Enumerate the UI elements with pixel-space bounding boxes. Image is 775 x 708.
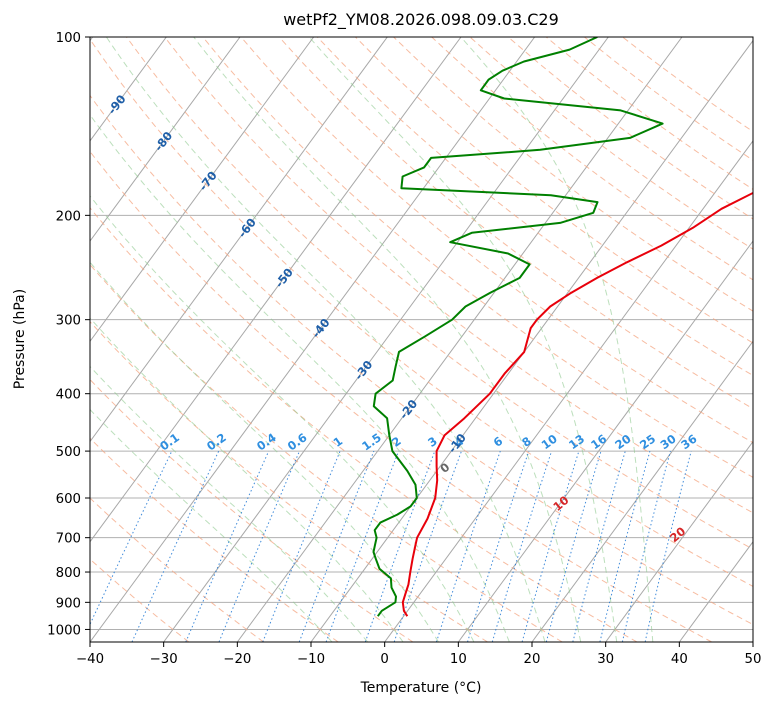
- dry-adiabat-line: [90, 150, 712, 642]
- y-axis: 100 200 300 400 500 600 700 800 900 1000: [47, 31, 90, 638]
- mixing-ratio-line: [298, 450, 375, 642]
- x-tick-label: 30: [597, 652, 614, 667]
- isotherm-line: [90, 37, 315, 343]
- isotherm-line: [236, 37, 683, 642]
- isotherm-line: [163, 37, 609, 642]
- isotherm-line: [90, 37, 388, 443]
- dry-adiabat-line: [90, 378, 414, 642]
- y-tick-label: 500: [56, 445, 81, 460]
- moist-adiabat-line: [90, 261, 439, 642]
- moist-adiabat-lines: [90, 37, 654, 642]
- y-tick-label: 900: [56, 596, 81, 611]
- y-axis-title: Pressure (hPa): [12, 289, 28, 389]
- y-tick-label: 400: [56, 388, 81, 403]
- mixing-ratio-line: [599, 450, 651, 642]
- mixing-ratio-line: [218, 450, 300, 642]
- mixing-ratio-line: [545, 450, 602, 642]
- y-tick-label: 700: [56, 532, 81, 547]
- isotherm-line: [90, 37, 167, 142]
- plot-area: 0.10.20.40.611.52346810131620253036-100-…: [90, 37, 753, 642]
- x-tick-label: −20: [223, 652, 251, 667]
- mixing-ratio-line: [393, 450, 462, 642]
- dry-adiabat-lines: [90, 37, 753, 642]
- isotherm-line: [531, 340, 753, 642]
- x-axis: −40 −30 −20 −10 0 10 20 30 40 50: [76, 642, 761, 667]
- mixing-ratio-line: [467, 450, 530, 642]
- moist-adiabat-line: [460, 37, 654, 642]
- mixing-ratio-line: [521, 450, 580, 642]
- pressure-gridlines: [90, 37, 753, 630]
- temperature-profile-line: [401, 191, 753, 617]
- moist-adiabat-line: [90, 114, 510, 642]
- isotherm-line: [457, 240, 753, 642]
- chart-title: wetPf2_YM08.2026.098.09.03.C29: [283, 10, 559, 30]
- mixing-ratio-line: [491, 450, 553, 642]
- x-tick-label: 50: [745, 652, 762, 667]
- plot-frame: [89, 36, 754, 643]
- dry-adiabat-line: [90, 207, 638, 642]
- dry-adiabat-line: [278, 37, 753, 410]
- mixing-ratio-line: [325, 450, 400, 642]
- isotherm-line: [605, 440, 753, 642]
- dry-adiabat-line: [355, 37, 753, 344]
- y-tick-label: 200: [56, 209, 81, 224]
- dry-adiabat-line: [90, 263, 563, 642]
- mixing-ratio-line: [644, 450, 692, 642]
- moist-adiabat-line: [308, 37, 618, 642]
- x-tick-label: 10: [450, 652, 467, 667]
- isotherm-lines: [90, 37, 753, 642]
- dewpoint-profile-line: [372, 37, 664, 617]
- mixing-ratio-line: [364, 450, 436, 642]
- x-tick-label: −40: [76, 652, 104, 667]
- dry-adiabat-line: [126, 37, 753, 550]
- y-tick-label: 1000: [47, 623, 81, 638]
- mixing-ratio-line: [621, 450, 671, 642]
- sounding-series: [372, 37, 753, 617]
- x-tick-label: −30: [150, 652, 178, 667]
- x-tick-label: 40: [671, 652, 688, 667]
- dry-adiabat-line: [90, 94, 753, 626]
- mixing-ratio-lines: [90, 450, 692, 642]
- y-tick-label: 300: [56, 314, 81, 329]
- y-tick-label: 800: [56, 566, 81, 581]
- moist-adiabat-line: [90, 317, 404, 642]
- mixing-ratio-line: [435, 450, 501, 642]
- mixing-ratio-line: [185, 450, 270, 642]
- x-tick-label: 20: [524, 652, 541, 667]
- moist-adiabat-line: [105, 37, 546, 642]
- isotherm-line: [90, 37, 536, 642]
- mixing-ratio-line: [572, 450, 626, 642]
- moist-adiabat-line: [90, 408, 333, 642]
- x-tick-label: 0: [380, 652, 388, 667]
- y-tick-label: 100: [56, 31, 81, 46]
- y-tick-label: 600: [56, 492, 81, 507]
- moist-adiabat-line: [193, 37, 582, 642]
- dry-adiabat-line: [90, 38, 753, 587]
- isotherm-line: [384, 140, 753, 642]
- x-tick-label: −10: [297, 652, 325, 667]
- dry-adiabat-line: [164, 37, 753, 514]
- x-axis-title: Temperature (°C): [360, 680, 482, 696]
- mixing-ratio-line: [262, 450, 341, 642]
- dry-adiabat-line: [316, 37, 753, 377]
- isotherm-line: [90, 37, 241, 242]
